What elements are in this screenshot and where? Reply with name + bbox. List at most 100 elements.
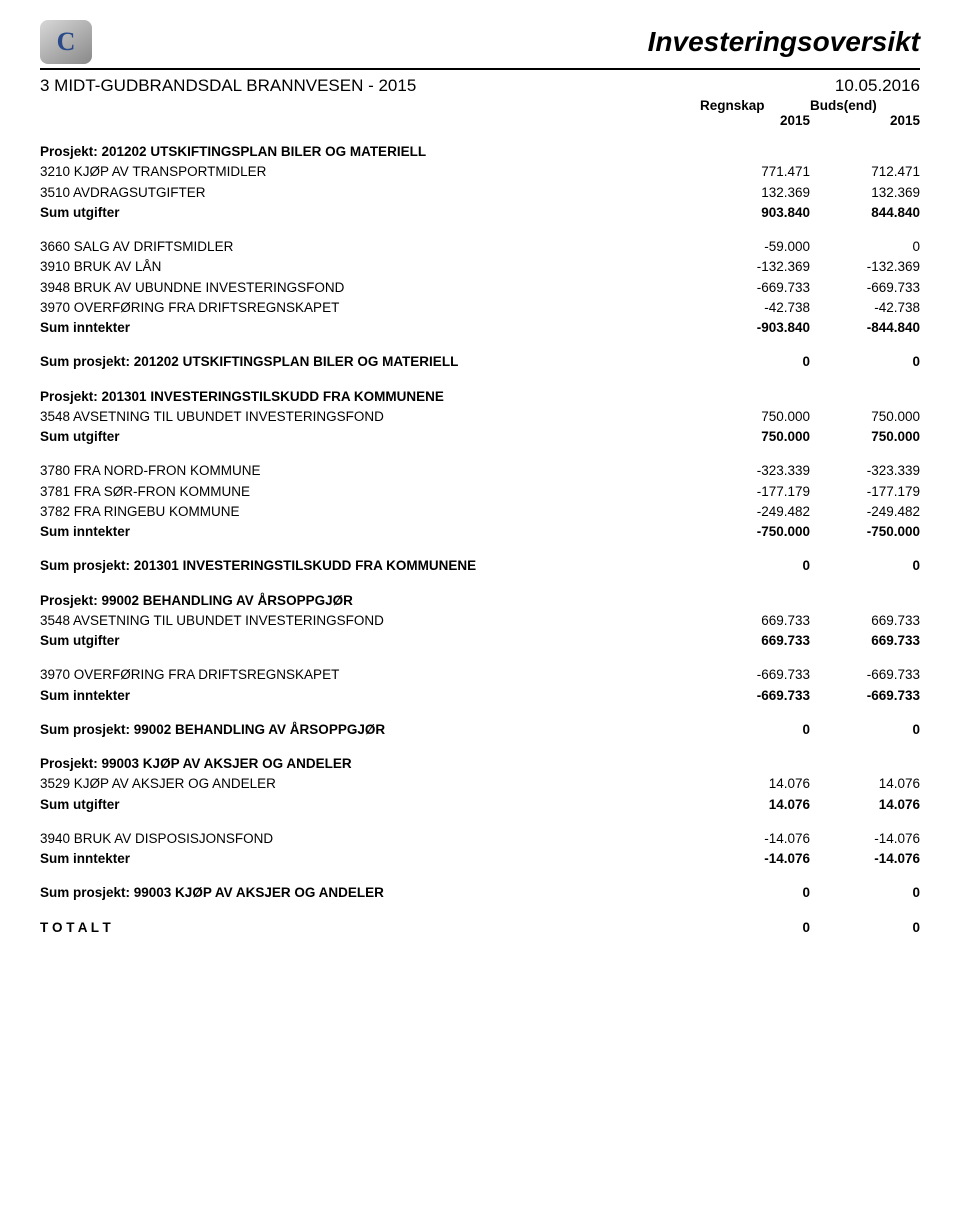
row-value-regnskap: 0 — [700, 883, 810, 903]
row-label: 3940 BRUK AV DISPOSISJONSFOND — [40, 829, 700, 849]
col2-header-bot: 2015 — [810, 113, 920, 128]
row-value-regnskap: 750.000 — [700, 407, 810, 427]
project-label: Prosjekt: 99003 KJØP AV AKSJER OG ANDELE… — [40, 754, 920, 774]
row-label: Sum prosjekt: 99003 KJØP AV AKSJER OG AN… — [40, 883, 700, 903]
line-row: 3970 OVERFØRING FRA DRIFTSREGNSKAPET-669… — [40, 665, 920, 685]
row-value-budsend: 0 — [810, 918, 920, 938]
row-label: Sum prosjekt: 201202 UTSKIFTINGSPLAN BIL… — [40, 352, 700, 372]
row-value-regnskap: 669.733 — [700, 611, 810, 631]
row-label: 3910 BRUK AV LÅN — [40, 257, 700, 277]
row-value-regnskap: -323.339 — [700, 461, 810, 481]
line-row: 3781 FRA SØR-FRON KOMMUNE-177.179-177.17… — [40, 482, 920, 502]
row-value-regnskap: 0 — [700, 720, 810, 740]
row-value-regnskap: -669.733 — [700, 686, 810, 706]
sum-row: Sum prosjekt: 99003 KJØP AV AKSJER OG AN… — [40, 883, 920, 903]
row-value-regnskap: 0 — [700, 352, 810, 372]
row-value-regnskap: -14.076 — [700, 829, 810, 849]
row-label: Sum inntekter — [40, 318, 700, 338]
project-label: Prosjekt: 99002 BEHANDLING AV ÅRSOPPGJØR — [40, 591, 920, 611]
sum-row: Sum utgifter903.840844.840 — [40, 203, 920, 223]
row-value-regnskap: -249.482 — [700, 502, 810, 522]
report-subject: 3 MIDT-GUDBRANDSDAL BRANNVESEN - 2015 — [40, 76, 416, 96]
row-value-budsend: 14.076 — [810, 795, 920, 815]
sum-row: Sum utgifter669.733669.733 — [40, 631, 920, 651]
row-value-regnskap: -132.369 — [700, 257, 810, 277]
line-row: 3210 KJØP AV TRANSPORTMIDLER771.471712.4… — [40, 162, 920, 182]
row-value-regnskap — [700, 754, 810, 774]
line-row: 3780 FRA NORD-FRON KOMMUNE-323.339-323.3… — [40, 461, 920, 481]
row-value-budsend: 750.000 — [810, 427, 920, 447]
line-row: 3548 AVSETNING TIL UBUNDET INVESTERINGSF… — [40, 407, 920, 427]
row-value-budsend: -177.179 — [810, 482, 920, 502]
row-value-regnskap: -903.840 — [700, 318, 810, 338]
row-label: Sum utgifter — [40, 631, 700, 651]
row-value-budsend: -750.000 — [810, 522, 920, 542]
company-logo: C — [40, 20, 92, 64]
row-value-budsend: -844.840 — [810, 318, 920, 338]
col1-header-top: Regnskap — [700, 98, 810, 113]
column-headers: Regnskap 2015 Buds(end) 2015 — [40, 98, 920, 128]
row-label: 3660 SALG AV DRIFTSMIDLER — [40, 237, 700, 257]
subheader-row: 3 MIDT-GUDBRANDSDAL BRANNVESEN - 2015 10… — [40, 76, 920, 96]
row-value-budsend — [810, 142, 920, 162]
row-value-budsend: -249.482 — [810, 502, 920, 522]
row-value-budsend: 132.369 — [810, 183, 920, 203]
row-value-regnskap: 750.000 — [700, 427, 810, 447]
row-value-regnskap: -177.179 — [700, 482, 810, 502]
sum-row: T O T A L T00 — [40, 918, 920, 938]
row-value-budsend: -42.738 — [810, 298, 920, 318]
row-label: 3548 AVSETNING TIL UBUNDET INVESTERINGSF… — [40, 407, 700, 427]
sum-row: Sum prosjekt: 99002 BEHANDLING AV ÅRSOPP… — [40, 720, 920, 740]
sum-row: Sum prosjekt: 201301 INVESTERINGSTILSKUD… — [40, 556, 920, 576]
row-label: 3948 BRUK AV UBUNDNE INVESTERINGSFOND — [40, 278, 700, 298]
row-label: 3970 OVERFØRING FRA DRIFTSREGNSKAPET — [40, 298, 700, 318]
row-label: Sum utgifter — [40, 427, 700, 447]
sum-row: Sum prosjekt: 201202 UTSKIFTINGSPLAN BIL… — [40, 352, 920, 372]
row-label: 3782 FRA RINGEBU KOMMUNE — [40, 502, 700, 522]
line-row: 3910 BRUK AV LÅN-132.369-132.369 — [40, 257, 920, 277]
row-value-regnskap: -42.738 — [700, 298, 810, 318]
row-value-budsend: -14.076 — [810, 829, 920, 849]
line-row: 3948 BRUK AV UBUNDNE INVESTERINGSFOND-66… — [40, 278, 920, 298]
line-row: 3529 KJØP AV AKSJER OG ANDELER14.07614.0… — [40, 774, 920, 794]
row-label: Sum inntekter — [40, 686, 700, 706]
row-value-regnskap: -669.733 — [700, 278, 810, 298]
row-value-regnskap: -59.000 — [700, 237, 810, 257]
row-value-budsend: -669.733 — [810, 686, 920, 706]
row-value-budsend: 712.471 — [810, 162, 920, 182]
row-value-budsend: 0 — [810, 352, 920, 372]
row-value-budsend: 14.076 — [810, 774, 920, 794]
row-label: Sum utgifter — [40, 203, 700, 223]
row-label: Sum prosjekt: 201301 INVESTERINGSTILSKUD… — [40, 556, 700, 576]
row-value-budsend: 669.733 — [810, 631, 920, 651]
project-label: Prosjekt: 201202 UTSKIFTINGSPLAN BILER O… — [40, 142, 920, 162]
row-label: Sum inntekter — [40, 522, 700, 542]
page-title: Investeringsoversikt — [648, 26, 920, 58]
row-value-regnskap: 0 — [700, 556, 810, 576]
sum-row: Sum inntekter-903.840-844.840 — [40, 318, 920, 338]
sum-row: Sum inntekter-14.076-14.076 — [40, 849, 920, 869]
row-value-budsend: -14.076 — [810, 849, 920, 869]
row-value-budsend: 0 — [810, 720, 920, 740]
sum-row: Sum utgifter14.07614.076 — [40, 795, 920, 815]
row-value-regnskap — [700, 591, 810, 611]
row-label: 3970 OVERFØRING FRA DRIFTSREGNSKAPET — [40, 665, 700, 685]
report-date: 10.05.2016 — [835, 76, 920, 96]
row-value-budsend: 844.840 — [810, 203, 920, 223]
col2-header-top: Buds(end) — [810, 98, 920, 113]
row-value-budsend: -323.339 — [810, 461, 920, 481]
row-label: 3529 KJØP AV AKSJER OG ANDELER — [40, 774, 700, 794]
row-value-regnskap: 14.076 — [700, 774, 810, 794]
row-label: Prosjekt: 99003 KJØP AV AKSJER OG ANDELE… — [40, 754, 700, 774]
row-value-regnskap: 669.733 — [700, 631, 810, 651]
col1-header-bot: 2015 — [700, 113, 810, 128]
row-value-regnskap: 903.840 — [700, 203, 810, 223]
row-label: Prosjekt: 201202 UTSKIFTINGSPLAN BILER O… — [40, 142, 700, 162]
row-value-budsend: 750.000 — [810, 407, 920, 427]
row-value-budsend: 0 — [810, 883, 920, 903]
project-label: Prosjekt: 201301 INVESTERINGSTILSKUDD FR… — [40, 387, 920, 407]
row-value-budsend — [810, 387, 920, 407]
line-row: 3940 BRUK AV DISPOSISJONSFOND-14.076-14.… — [40, 829, 920, 849]
row-value-regnskap: -14.076 — [700, 849, 810, 869]
sum-row: Sum utgifter750.000750.000 — [40, 427, 920, 447]
